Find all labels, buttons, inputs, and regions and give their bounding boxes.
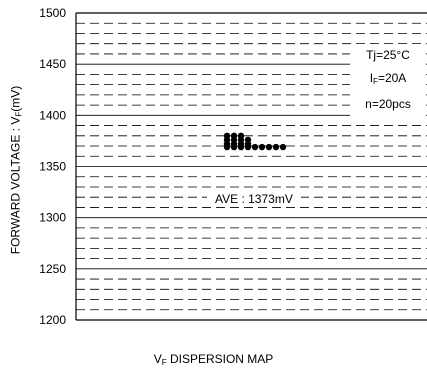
x-axis-title: VF DISPERSION MAP [153,352,274,367]
y-tick-label: 1400 [39,108,66,122]
test-conditions: Tj=25°C IF=20A n=20pcs [350,44,426,116]
data-point [244,143,252,151]
y-tick-label: 1500 [39,6,66,20]
data-point [251,143,259,151]
data-point [265,143,273,151]
condition-temperature: Tj=25°C [366,48,410,62]
y-tick-label: 1300 [39,211,66,225]
condition-current: IF=20A [369,71,407,86]
data-point [237,143,245,151]
data-point [230,143,238,151]
data-point [272,143,280,151]
y-tick-label: 1200 [39,313,66,327]
data-point [258,143,266,151]
condition-sample-count: n=20pcs [365,97,411,111]
average-label: AVE : 1373mV [207,191,301,207]
y-tick-label: 1450 [39,57,66,71]
data-point [279,143,287,151]
y-tick-label: 1250 [39,262,66,276]
data-point [223,143,231,151]
y-tick-label: 1350 [39,160,66,174]
y-axis-title: FORWARD VOLTAGE : VF(mV) [8,85,24,255]
